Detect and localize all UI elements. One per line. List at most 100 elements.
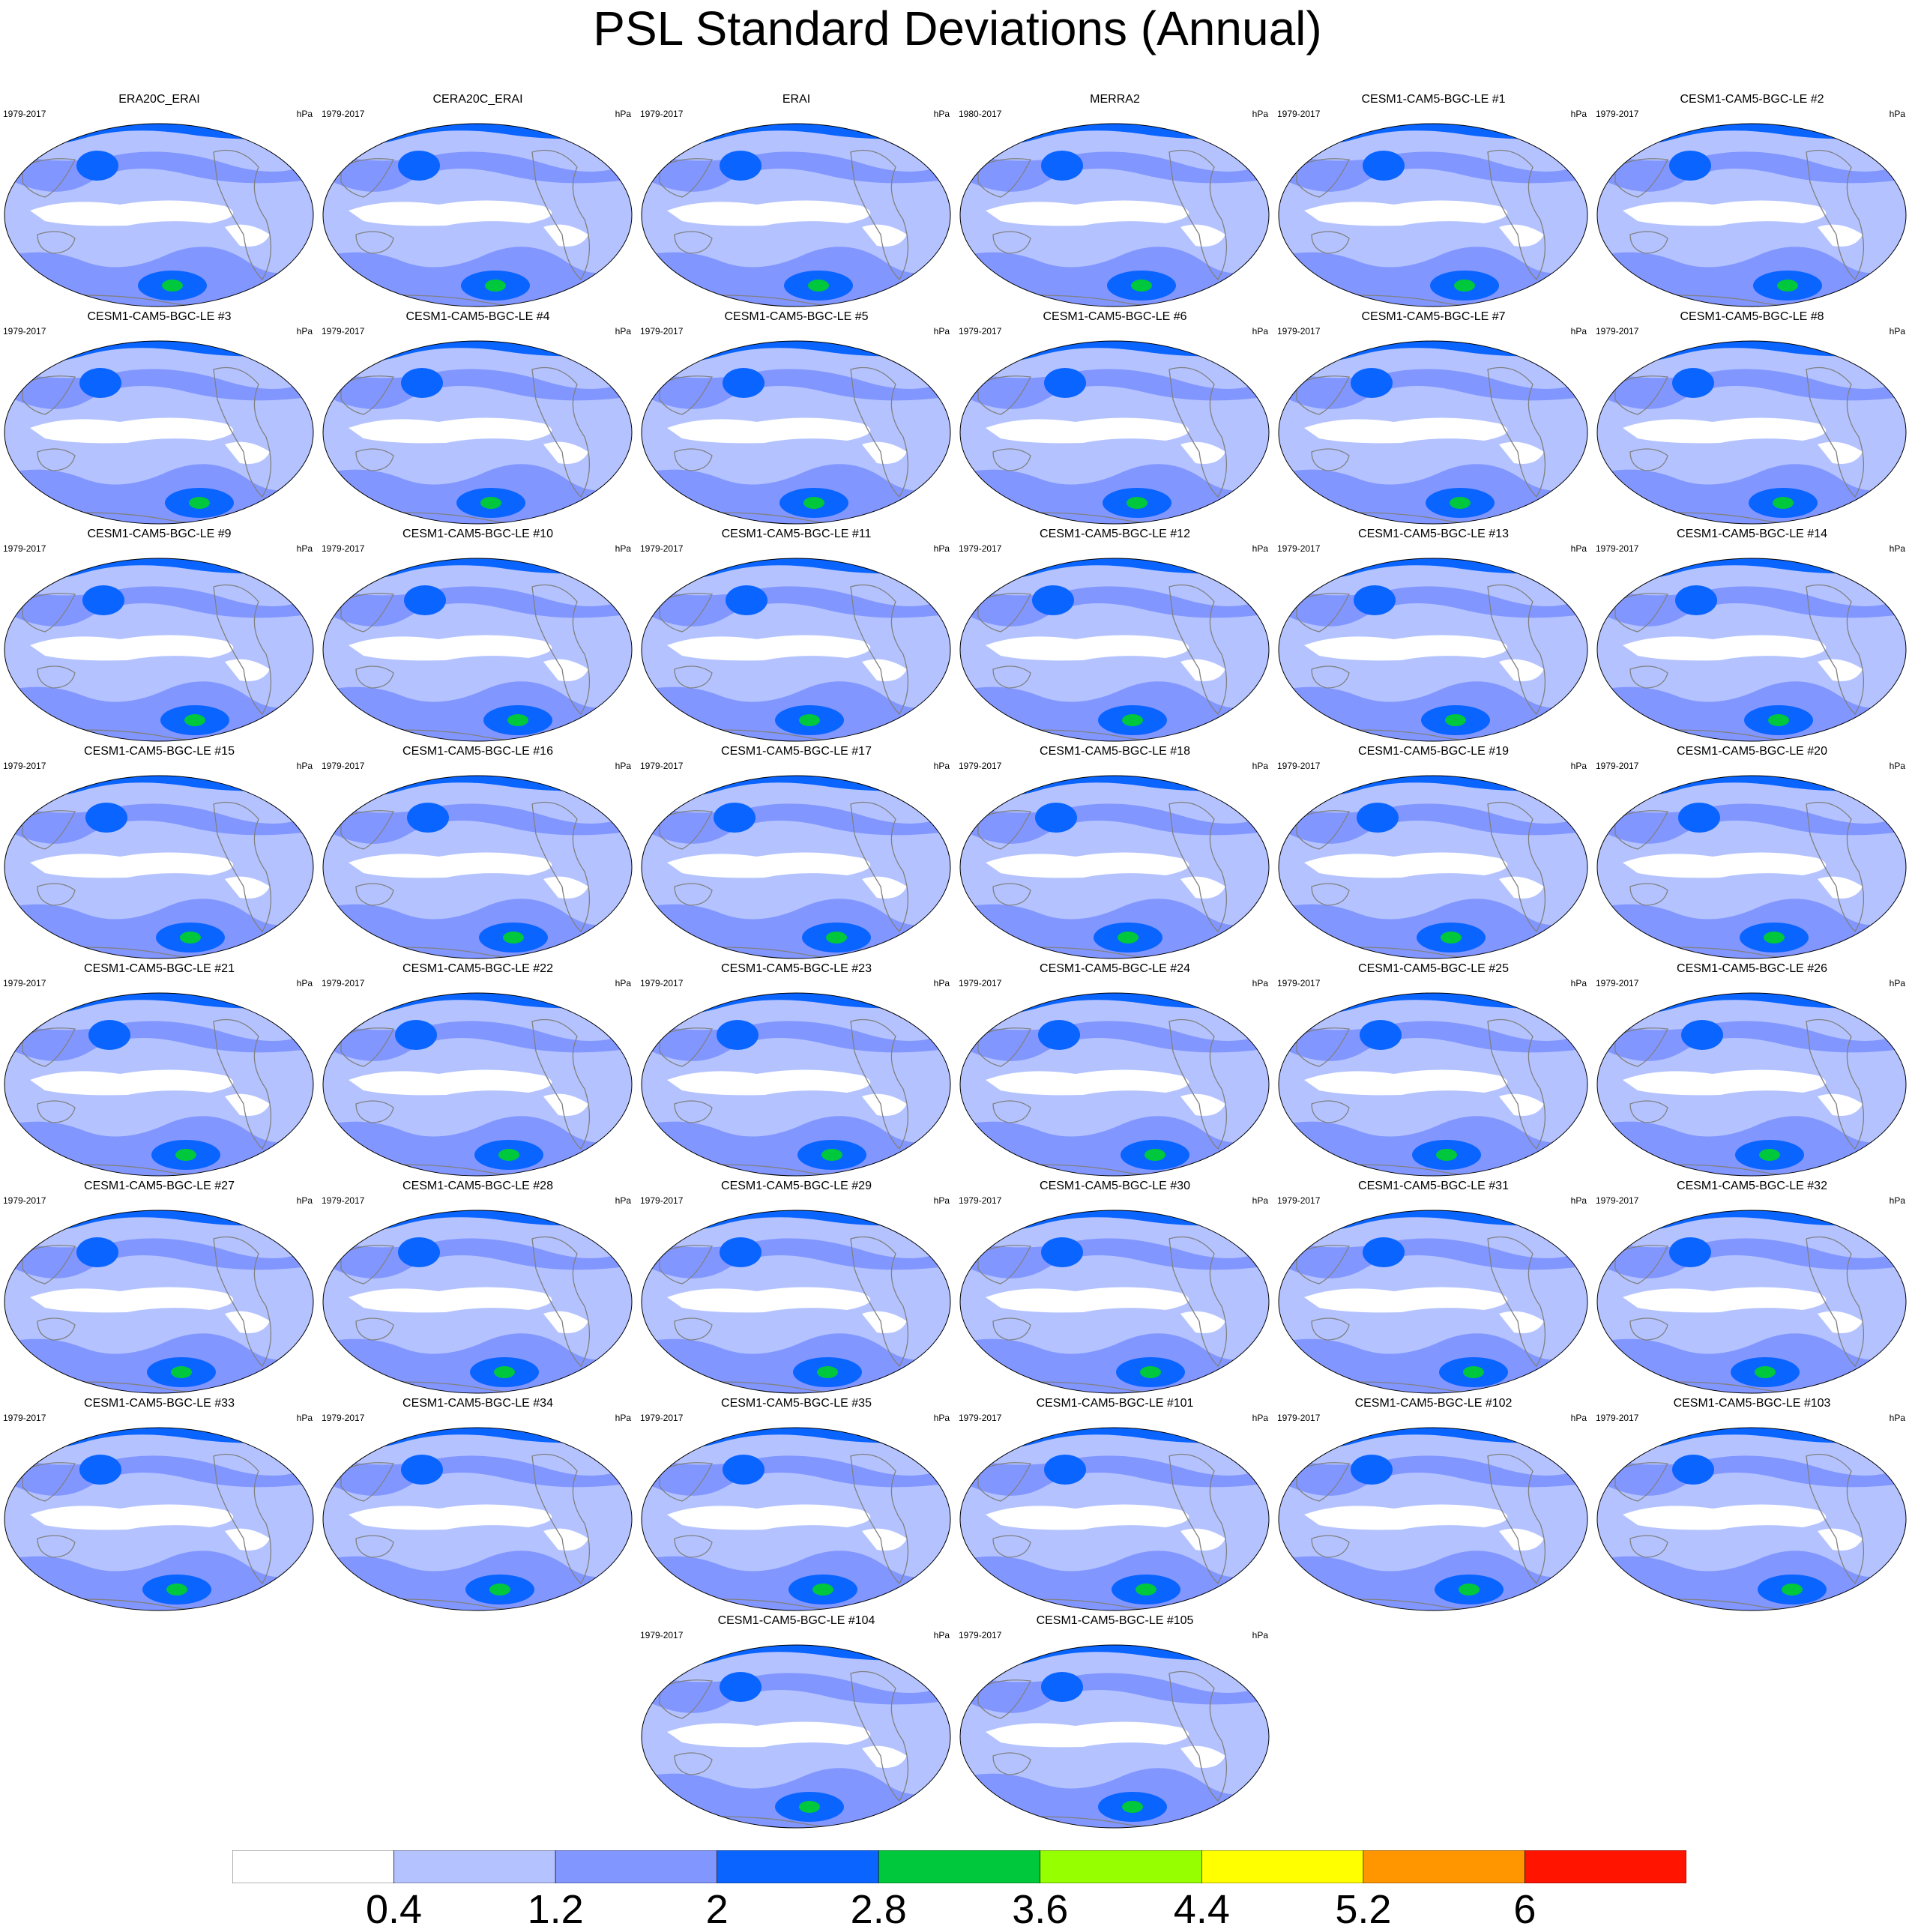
australia-outline <box>992 231 1031 254</box>
americas-outline <box>850 1236 909 1368</box>
north-pacific-max <box>85 803 127 833</box>
psl-map <box>959 1644 1270 1829</box>
panel-years: 1979-2017 <box>3 761 46 771</box>
north-pacific-max <box>1357 803 1399 833</box>
atlantic-min <box>862 441 907 464</box>
asia-outline <box>659 810 713 850</box>
map-panel: CESM1-CAM5-BGC-LE #29 1979-2017 hPa <box>637 1179 956 1396</box>
americas-outline <box>1487 149 1546 281</box>
north-pacific-max <box>398 1237 440 1267</box>
panel-title: CESM1-CAM5-BGC-LE #18 <box>1040 745 1190 758</box>
americas-outline <box>1806 801 1865 933</box>
map-panel: CESM1-CAM5-BGC-LE #18 1979-2017 hPa <box>956 744 1274 962</box>
atlantic-min <box>1818 1528 1863 1551</box>
panel-units: hPa <box>1252 1630 1268 1640</box>
southern-max-core <box>494 1366 515 1378</box>
north-pacific-max <box>1038 1020 1080 1050</box>
tropical-min <box>1623 852 1827 878</box>
panel-years: 1979-2017 <box>322 543 365 554</box>
map-border <box>322 1427 633 1611</box>
panel-years: 1979-2017 <box>1596 978 1639 988</box>
southern-max-core <box>166 1584 187 1596</box>
north-pacific-max <box>1672 368 1714 398</box>
psl-northern-band <box>1597 1021 1906 1061</box>
asia-outline <box>22 1027 76 1067</box>
southern-max-core <box>175 1149 196 1161</box>
americas-outline <box>1487 801 1546 933</box>
panel-units: hPa <box>1570 761 1587 771</box>
psl-map <box>322 340 633 525</box>
atlantic-min <box>1180 441 1225 464</box>
asia-outline <box>977 1679 1031 1719</box>
asia-outline <box>22 158 76 198</box>
tropical-min <box>667 1069 871 1096</box>
panel-units: hPa <box>1889 326 1905 336</box>
australia-outline <box>1629 665 1668 689</box>
psl-map <box>1596 992 1907 1177</box>
colorbar-tick-label: 6 <box>1513 1887 1536 1932</box>
north-pacific-max <box>1675 585 1717 615</box>
panel-years: 1979-2017 <box>3 109 46 119</box>
panel-title: CESM1-CAM5-BGC-LE #35 <box>721 1397 872 1410</box>
atlantic-min <box>225 441 270 464</box>
north-pacific-max <box>404 585 446 615</box>
north-pacific-max <box>1041 1237 1083 1267</box>
panel-years: 1979-2017 <box>959 978 1002 988</box>
australia-outline <box>674 1317 713 1341</box>
americas-outline <box>213 1453 272 1585</box>
southern-max-core <box>799 1801 820 1813</box>
north-pacific-max <box>726 585 767 615</box>
atlantic-min <box>1180 1528 1225 1551</box>
australia-outline <box>674 1100 713 1123</box>
australia-outline <box>37 1535 76 1558</box>
map-panel: CESM1-CAM5-BGC-LE #25 1979-2017 hPa <box>1274 962 1593 1179</box>
map-panel: CESM1-CAM5-BGC-LE #20 1979-2017 hPa <box>1593 744 1911 962</box>
australia-outline <box>992 1535 1031 1558</box>
panel-units: hPa <box>296 326 313 336</box>
australia-outline <box>355 1100 394 1123</box>
asia-outline <box>977 1245 1031 1285</box>
psl-northern-band <box>323 369 632 409</box>
tropical-min <box>30 852 234 878</box>
panel-title: CESM1-CAM5-BGC-LE #19 <box>1358 745 1509 758</box>
asia-outline <box>1614 1245 1668 1285</box>
southern-max-core <box>803 497 824 509</box>
panel-units: hPa <box>296 1195 313 1206</box>
psl-map <box>641 992 951 1177</box>
psl-northern-band <box>960 1455 1269 1496</box>
psl-map <box>4 1427 314 1611</box>
australia-outline <box>992 1317 1031 1341</box>
psl-northern-band <box>4 803 313 844</box>
map-border <box>641 340 951 525</box>
tropical-min <box>1304 200 1508 226</box>
map-border <box>641 992 951 1177</box>
psl-map <box>4 775 314 959</box>
tropical-min <box>667 852 871 878</box>
americas-outline <box>531 584 591 716</box>
psl-northern-band <box>323 586 632 627</box>
map-border <box>1596 1427 1907 1611</box>
north-pacific-max <box>1672 1455 1714 1485</box>
panel-units: hPa <box>296 761 313 771</box>
panel-years: 1979-2017 <box>322 109 365 119</box>
north-pacific-max <box>1044 1455 1086 1485</box>
americas-outline <box>1487 1236 1546 1368</box>
panel-years: 1979-2017 <box>640 1195 684 1206</box>
tropical-min <box>667 1504 871 1530</box>
panel-title: CESM1-CAM5-BGC-LE #12 <box>1040 528 1190 540</box>
panel-units: hPa <box>933 543 950 554</box>
panel-title: CESM1-CAM5-BGC-LE #5 <box>724 310 869 323</box>
panel-title: CESM1-CAM5-BGC-LE #1 <box>1361 93 1506 106</box>
north-pacific-max <box>1044 368 1086 398</box>
map-border <box>1596 1210 1907 1394</box>
asia-outline <box>1614 1027 1668 1067</box>
map-border <box>1278 992 1588 1177</box>
atlantic-min <box>225 1311 270 1333</box>
panel-units: hPa <box>296 978 313 988</box>
asia-outline <box>977 593 1031 633</box>
atlantic-min <box>543 1093 588 1116</box>
tropical-min <box>667 417 871 444</box>
southern-max-core <box>184 714 205 726</box>
map-panel: CESM1-CAM5-BGC-LE #3 1979-2017 hPa <box>0 310 319 527</box>
americas-outline <box>1168 366 1228 498</box>
